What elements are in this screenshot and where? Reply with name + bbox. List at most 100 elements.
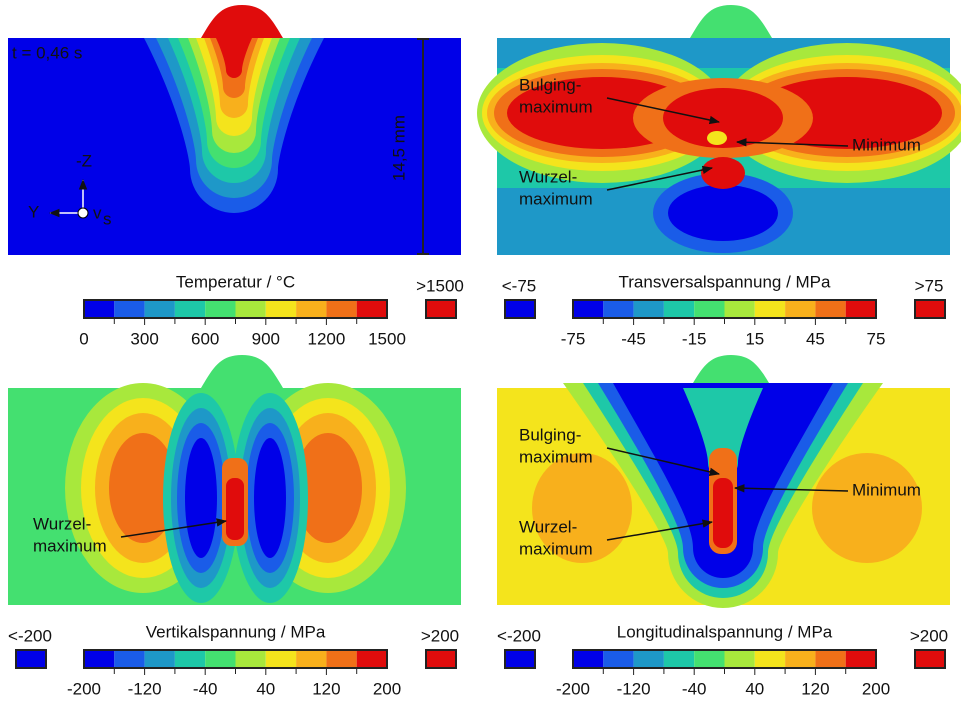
colorbar-segment [815, 300, 846, 318]
colorbar-segment [205, 300, 236, 318]
colorbar-tick-label: 45 [806, 329, 825, 348]
annotation: Wurzel- [33, 514, 91, 533]
below-label: <-200 [8, 626, 52, 645]
colorbar-segment [326, 650, 357, 668]
colorbar-segment [84, 650, 115, 668]
colorbar-segment [265, 300, 297, 318]
colorbar-segment [296, 300, 327, 318]
colorbar-segment [144, 650, 175, 668]
below-swatch [504, 299, 536, 319]
annotation-arrow [606, 447, 721, 476]
contour [226, 478, 244, 540]
annotation: Wurzel- [519, 167, 577, 186]
colorbar-tick-label: -15 [682, 329, 707, 348]
contour [254, 438, 286, 558]
colorbar-segment [694, 650, 725, 668]
colorbar-tick-label: 15 [745, 329, 764, 348]
annotation-arrow [733, 484, 849, 493]
colorbar-segment [205, 650, 236, 668]
colorbar-tick-label: -120 [128, 679, 162, 698]
annotation-arrow [606, 165, 714, 191]
colorbar-segment [785, 300, 816, 318]
colorbar-segment [356, 650, 387, 668]
contour [713, 478, 733, 548]
below-label: <-75 [502, 276, 537, 295]
colorbar-tick-label: 40 [256, 679, 275, 698]
colorbar-segment [174, 650, 206, 668]
colorbar-tick-label: 900 [252, 329, 280, 348]
colorbar-segment [785, 650, 816, 668]
annotation: maximum [519, 189, 593, 208]
colorbar-title: Vertikalspannung / MPa [146, 622, 326, 641]
colorbar-tick-label: 120 [312, 679, 340, 698]
colorbar-segment [754, 650, 786, 668]
colorbar-tick-label: 200 [373, 679, 401, 698]
contour-plot [8, 383, 461, 605]
colorbar-tick-label: 200 [862, 679, 890, 698]
contour [683, 388, 763, 478]
annotation: maximum [519, 539, 593, 558]
above-swatch [425, 649, 457, 669]
annotation: maximum [519, 97, 593, 116]
colorbar-segment [845, 650, 876, 668]
above-swatch [914, 299, 946, 319]
colorbar-tick-label: 1500 [368, 329, 406, 348]
colorbar-segment [603, 300, 634, 318]
above-label: >200 [421, 626, 459, 645]
annotation: Bulging- [519, 75, 581, 94]
colorbar-tick-label: 0 [79, 329, 88, 348]
annotation-arrow [606, 519, 714, 541]
colorbar-tick-label: 75 [867, 329, 886, 348]
colorbar-tick-label: -200 [556, 679, 590, 698]
colorbar-segment [265, 650, 297, 668]
colorbar [572, 649, 877, 675]
colorbar-title: Longitudinalspannung / MPa [617, 622, 833, 641]
contour [668, 185, 778, 241]
axis-y: Y [28, 202, 39, 221]
colorbar-segment [296, 650, 327, 668]
contour [701, 157, 745, 189]
colorbar-segment [694, 300, 725, 318]
axis-v-sub: s [103, 209, 112, 228]
annotation: maximum [33, 536, 107, 555]
axis-v: v [93, 203, 102, 222]
annotation-arrow [606, 97, 721, 125]
colorbar [572, 299, 877, 325]
colorbar-segment [235, 300, 266, 318]
contour [812, 453, 922, 563]
colorbar-tick-label: -200 [67, 679, 101, 698]
colorbar-tick-label: 1200 [307, 329, 345, 348]
contour-plot [8, 38, 461, 255]
colorbar [83, 299, 388, 325]
colorbar [83, 649, 388, 675]
colorbar-segment [724, 650, 755, 668]
annotation: Wurzel- [519, 517, 577, 536]
contour [109, 433, 177, 543]
weld-cap [201, 5, 283, 38]
colorbar-segment [815, 650, 846, 668]
colorbar-segment [724, 300, 755, 318]
above-label: >75 [915, 276, 944, 295]
below-label: <-200 [497, 626, 541, 645]
annotation-arrow [120, 518, 228, 538]
contour [532, 453, 632, 563]
colorbar-tick-label: -75 [561, 329, 586, 348]
below-swatch [504, 649, 536, 669]
axis-z: -Z [76, 151, 92, 170]
colorbar-segment [845, 300, 876, 318]
colorbar-tick-label: -45 [621, 329, 646, 348]
contour [707, 131, 727, 145]
weld-cap [201, 355, 283, 388]
colorbar-segment [663, 300, 695, 318]
colorbar-tick-label: 120 [801, 679, 829, 698]
weld-cap [690, 5, 772, 38]
colorbar-segment [174, 300, 206, 318]
annotation: Bulging- [519, 425, 581, 444]
contour-plot [497, 383, 950, 608]
colorbar-segment [114, 300, 145, 318]
weld-cap [690, 355, 772, 388]
above-swatch [914, 649, 946, 669]
above-label: >1500 [416, 276, 464, 295]
contour [294, 433, 362, 543]
